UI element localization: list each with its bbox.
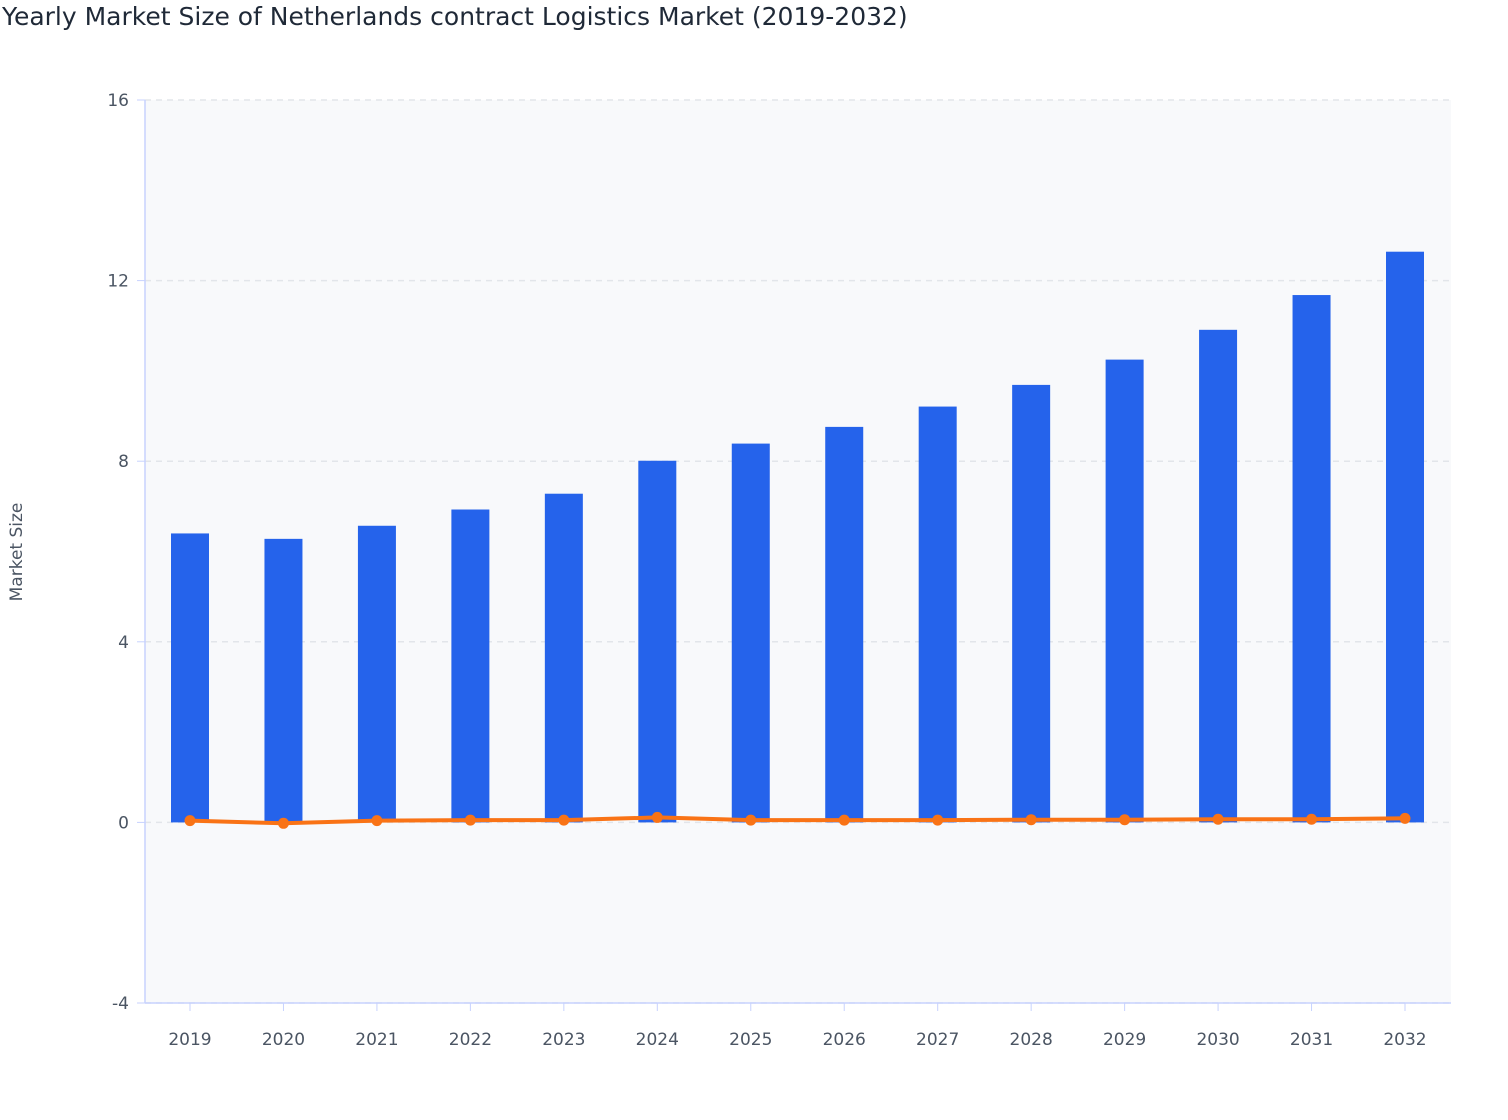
line-point-2029 bbox=[1119, 814, 1131, 826]
x-tick-label: 2024 bbox=[636, 1030, 679, 1050]
x-tick-label: 2026 bbox=[823, 1030, 866, 1050]
x-tick-label: 2028 bbox=[1010, 1030, 1053, 1050]
bar-2020 bbox=[264, 538, 303, 823]
bar-2025 bbox=[731, 443, 770, 823]
line-point-2027 bbox=[932, 814, 944, 826]
line-point-2025 bbox=[745, 814, 757, 826]
line-point-2023 bbox=[558, 814, 570, 826]
bar-2032 bbox=[1386, 251, 1424, 823]
line-point-2022 bbox=[464, 814, 476, 826]
bar-2019 bbox=[171, 533, 209, 823]
bar-2028 bbox=[1012, 384, 1051, 823]
line-point-2026 bbox=[838, 814, 850, 826]
bar-2021 bbox=[357, 525, 396, 823]
line-point-2024 bbox=[651, 811, 663, 823]
line-point-2028 bbox=[1025, 814, 1037, 826]
y-tick-label: 12 bbox=[107, 272, 129, 292]
line-point-2031 bbox=[1306, 813, 1318, 825]
x-tick-label: 2020 bbox=[262, 1030, 305, 1050]
y-tick-label: 16 bbox=[107, 91, 129, 111]
bar-2024 bbox=[638, 460, 677, 823]
plot-area bbox=[145, 100, 1451, 1003]
growth-line bbox=[189, 815, 1406, 826]
x-tick-label: 2025 bbox=[729, 1030, 772, 1050]
bar-2023 bbox=[544, 493, 583, 823]
line-point-2019 bbox=[184, 815, 196, 827]
x-tick-label: 2029 bbox=[1103, 1030, 1146, 1050]
line-point-2032 bbox=[1399, 812, 1411, 824]
line-point-2021 bbox=[371, 815, 383, 827]
y-tick-label: 4 bbox=[118, 633, 129, 653]
line-point-2020 bbox=[277, 817, 289, 829]
y-tick-label: 8 bbox=[118, 452, 129, 472]
x-tick-label: 2031 bbox=[1290, 1030, 1333, 1050]
bar-2022 bbox=[451, 509, 490, 823]
y-tick-label: 0 bbox=[118, 813, 129, 833]
x-tick-label: 2027 bbox=[916, 1030, 959, 1050]
y-axis-label: Market Size bbox=[7, 503, 27, 602]
x-tick-label: 2032 bbox=[1383, 1030, 1426, 1050]
bar-2030 bbox=[1199, 329, 1238, 823]
y-tick-label: -4 bbox=[112, 994, 129, 1014]
x-tick-label: 2030 bbox=[1196, 1030, 1239, 1050]
chart-title: Yearly Market Size of Netherlands contra… bbox=[2, 2, 908, 31]
line-point-2030 bbox=[1212, 813, 1224, 825]
bar-2026 bbox=[825, 426, 864, 823]
bar-2027 bbox=[918, 406, 957, 823]
bar-2029 bbox=[1105, 359, 1144, 823]
bar-2031 bbox=[1292, 295, 1331, 823]
x-tick-label: 2021 bbox=[355, 1030, 398, 1050]
x-tick-label: 2019 bbox=[168, 1030, 211, 1050]
x-tick-label: 2022 bbox=[449, 1030, 492, 1050]
x-tick-label: 2023 bbox=[542, 1030, 585, 1050]
